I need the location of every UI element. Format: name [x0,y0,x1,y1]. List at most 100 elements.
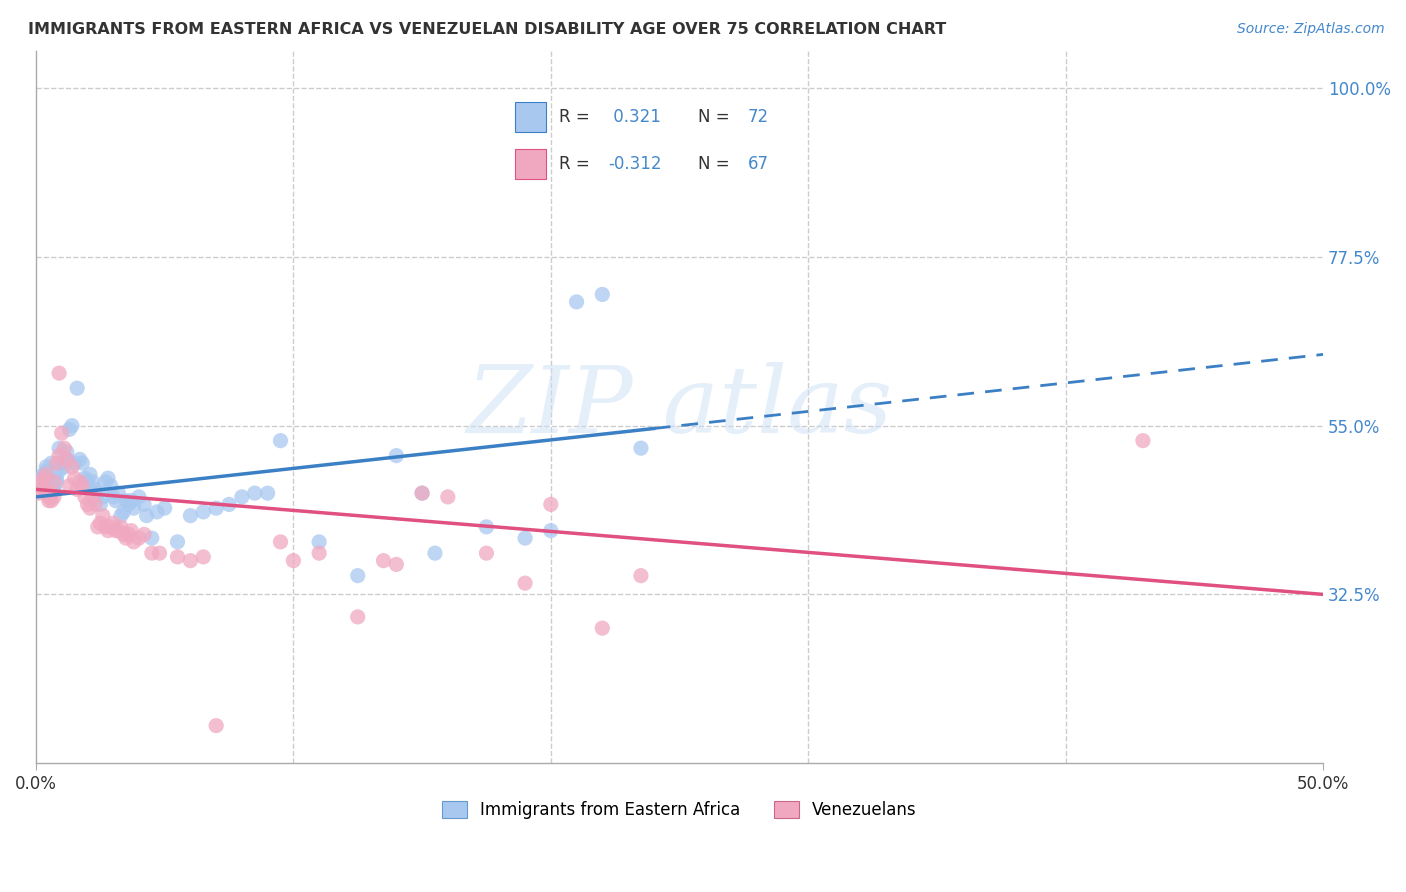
Point [35,486,58,500]
Point [231,490,253,504]
Point [513,531,536,545]
Point [32,483,55,497]
Point [1132,434,1154,448]
Text: R =: R = [558,155,589,173]
Point [63,456,86,470]
Point [100,520,122,534]
Point [373,554,395,568]
Point [346,568,368,582]
Point [270,535,292,549]
Point [60,418,83,433]
Point [48,464,70,478]
Point [73,471,96,485]
Point [117,497,139,511]
Point [100,478,122,492]
Point [42,490,65,504]
Point [591,621,613,635]
Point [94,475,117,489]
Point [179,508,201,523]
Point [45,456,67,470]
Point [630,568,652,582]
Bar [516,102,547,132]
Point [112,505,135,519]
Text: 72: 72 [748,108,769,126]
Point [69,452,91,467]
Point [56,452,79,467]
Point [79,501,101,516]
Point [308,535,330,549]
Point [32,478,55,492]
Point [38,493,60,508]
Point [128,490,150,504]
Point [76,475,98,489]
Point [148,546,170,560]
Text: N =: N = [697,155,730,173]
Point [84,497,107,511]
Point [76,497,98,511]
Point [72,478,94,492]
Point [128,531,150,545]
Point [115,531,138,545]
Point [166,535,188,549]
Point [120,524,142,538]
Point [89,497,111,511]
Point [41,493,63,508]
Point [193,505,215,519]
Point [27,486,49,500]
Point [30,471,52,485]
Point [42,478,65,492]
Point [94,520,117,534]
Point [38,471,60,485]
Point [45,471,67,485]
Point [270,434,292,448]
Point [141,531,163,545]
Point [110,508,132,523]
Point [115,493,138,508]
Point [107,524,129,538]
Bar [516,149,547,179]
Point [35,459,58,474]
Point [122,535,145,549]
Point [565,294,588,309]
Point [48,441,70,455]
Point [41,486,63,500]
Point [82,475,104,489]
Point [84,483,107,497]
Point [205,501,228,516]
Point [153,501,176,516]
Point [97,471,120,485]
Text: R =: R = [558,108,589,126]
Point [141,546,163,560]
Point [56,452,79,467]
Point [87,486,110,500]
Point [35,467,58,482]
Point [256,486,278,500]
Point [30,475,52,489]
Point [437,490,460,504]
Text: -0.312: -0.312 [609,155,662,173]
Text: 0.321: 0.321 [609,108,661,126]
Point [591,287,613,301]
Point [475,520,498,534]
Point [423,546,446,560]
Point [540,497,562,511]
Point [101,516,124,530]
Point [27,475,49,489]
Point [117,527,139,541]
Legend: Immigrants from Eastern Africa, Venezuelans: Immigrants from Eastern Africa, Venezuel… [436,795,924,826]
Point [411,486,433,500]
Point [48,449,70,463]
Point [513,576,536,591]
Text: Source: ZipAtlas.com: Source: ZipAtlas.com [1237,22,1385,37]
Point [42,475,65,489]
Point [32,467,55,482]
Point [308,546,330,560]
Point [112,527,135,541]
Point [42,483,65,497]
Point [132,497,155,511]
Point [69,475,91,489]
Text: IMMIGRANTS FROM EASTERN AFRICA VS VENEZUELAN DISABILITY AGE OVER 75 CORRELATION : IMMIGRANTS FROM EASTERN AFRICA VS VENEZU… [28,22,946,37]
Point [179,554,201,568]
Point [385,558,408,572]
Point [385,449,408,463]
